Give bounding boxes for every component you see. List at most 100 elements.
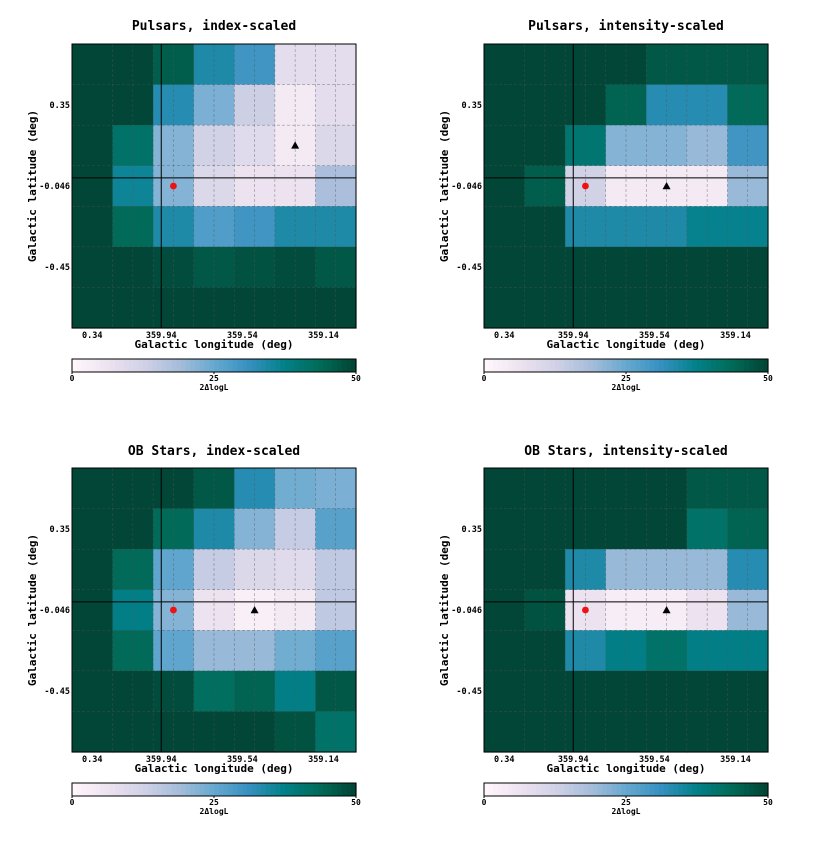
- heatmap-cell: [727, 711, 769, 753]
- plot-frame: [483, 43, 769, 329]
- heatmap-cell: [274, 165, 317, 207]
- colorbar-segment: [190, 783, 196, 796]
- heatmap-cell: [686, 84, 729, 126]
- colorbar-segment: [237, 359, 243, 372]
- colorbar-segment: [682, 783, 689, 796]
- heatmap-cell: [686, 468, 729, 510]
- colorbar-segment: [635, 783, 641, 796]
- colorbar-segment: [550, 783, 556, 796]
- colorbar-segment: [569, 783, 575, 796]
- colorbar-segment: [327, 783, 333, 796]
- y-axis-label: Galactic latitude (deg): [26, 110, 39, 262]
- colorbar-segment: [498, 359, 504, 372]
- colorbar-segment: [161, 359, 168, 372]
- colorbar-segment: [90, 359, 97, 372]
- heatmap-cell: [72, 287, 114, 329]
- heatmap-cell: [646, 246, 688, 289]
- heatmap-cell: [686, 206, 729, 248]
- heatmap-cell: [72, 165, 114, 207]
- colorbar-segment: [611, 359, 618, 372]
- plot-frame: [71, 467, 357, 753]
- y-tick-label: -0.046: [39, 182, 70, 192]
- colorbar-segment: [124, 783, 130, 796]
- colorbar-segment: [493, 783, 499, 796]
- heatmap-cell: [524, 711, 566, 753]
- colorbar-segment: [564, 783, 570, 796]
- heatmap-cell: [274, 508, 317, 550]
- colorbar-segment: [176, 359, 182, 372]
- heatmap-cell: [646, 287, 688, 329]
- heatmap-cell: [274, 206, 317, 248]
- colorbar-segment: [209, 783, 215, 796]
- x-axis-label: Galactic longitude (deg): [547, 762, 706, 775]
- heatmap-cells: [72, 44, 357, 329]
- colorbar-segment: [749, 783, 755, 796]
- colorbar-segment: [204, 359, 210, 372]
- colorbar-segment: [214, 783, 220, 796]
- colorbar-segment: [545, 783, 551, 796]
- heatmap-cell: [484, 84, 526, 126]
- colorbar-segment: [692, 783, 698, 796]
- heatmap-cell: [727, 549, 769, 591]
- colorbar-segment: [128, 359, 135, 372]
- colorbar-segment: [578, 783, 584, 796]
- heatmap-cell: [727, 670, 769, 713]
- heatmap-cell: [234, 630, 276, 672]
- colorbar-segment: [214, 359, 220, 372]
- marker-triangle: [662, 182, 671, 190]
- heatmap-cell: [686, 630, 729, 672]
- colorbar-segment: [299, 783, 305, 796]
- colorbar-segment: [275, 359, 281, 372]
- colorbar-segment: [299, 359, 305, 372]
- y-axis-label: Galactic latitude (deg): [438, 110, 451, 262]
- heatmap-cell: [727, 165, 769, 207]
- colorbar-segment: [327, 359, 333, 372]
- colorbar-segment: [502, 783, 509, 796]
- y-tick-label: 0.35: [50, 101, 70, 111]
- colorbar-segment: [616, 783, 622, 796]
- heatmap-cell: [234, 670, 276, 713]
- x-tick-label: 359.14: [720, 331, 751, 341]
- x-axis-label: Galactic longitude (deg): [135, 338, 294, 351]
- colorbar-segment: [720, 783, 726, 796]
- heatmap-cell: [315, 246, 357, 289]
- panel-4: OB Stars, intensity-scaled 0.34 359.94 359.…: [438, 444, 773, 816]
- colorbar-segment: [753, 359, 760, 372]
- heatmap-cell: [686, 670, 729, 713]
- colorbar-segment: [682, 359, 689, 372]
- y-tick-label: -0.45: [456, 263, 482, 273]
- colorbar-tick-label: 0: [70, 798, 75, 807]
- colorbar-segment: [626, 359, 632, 372]
- marker-circle: [170, 182, 177, 190]
- x-tick-label: 0.34: [82, 331, 102, 341]
- colorbar-label: 2ΔlogL: [200, 807, 229, 816]
- colorbar-segment: [337, 359, 343, 372]
- heatmap-cell: [646, 125, 688, 167]
- x-tick-label: 359.54: [227, 331, 258, 341]
- colorbar-segment: [228, 783, 234, 796]
- colorbar-segment: [678, 359, 684, 372]
- colorbar-segment: [114, 359, 120, 372]
- colorbar-tick-label: 25: [209, 374, 219, 383]
- colorbar-segment: [734, 359, 741, 372]
- heatmap-cell: [686, 508, 729, 550]
- colorbar-segment: [351, 783, 357, 796]
- colorbar-segment: [730, 783, 736, 796]
- marker-triangle: [662, 606, 671, 614]
- colorbar-segment: [251, 783, 258, 796]
- heatmap-cell: [193, 287, 235, 329]
- colorbar-segment: [758, 359, 764, 372]
- heatmap-cell: [274, 549, 317, 591]
- colorbar-segment: [332, 359, 338, 372]
- heatmap-cell: [727, 44, 769, 86]
- heatmap-cell: [72, 246, 114, 289]
- colorbar-segment: [114, 783, 120, 796]
- colorbar-tick-label: 25: [621, 374, 631, 383]
- heatmap-cell: [484, 711, 526, 753]
- colorbar-segment: [285, 359, 291, 372]
- y-tick-label: 0.35: [50, 525, 70, 535]
- colorbar-segment: [218, 359, 225, 372]
- heatmap-cell: [727, 508, 769, 550]
- colorbar-segment: [536, 359, 542, 372]
- colorbar-segment: [597, 359, 603, 372]
